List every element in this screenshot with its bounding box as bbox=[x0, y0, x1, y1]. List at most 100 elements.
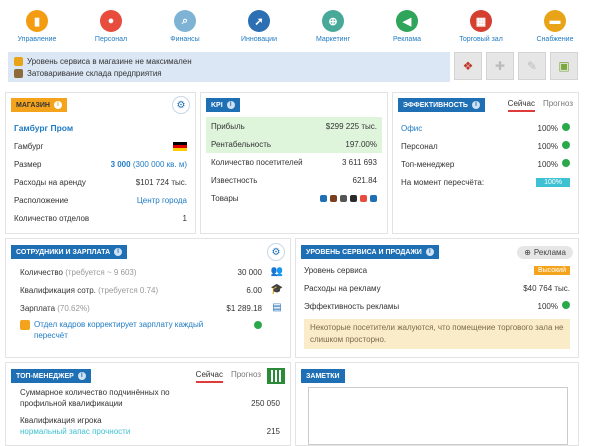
action-4-icon[interactable]: ▣ bbox=[550, 52, 578, 80]
size-value[interactable]: 3 000 bbox=[110, 159, 131, 169]
staff-eff-label: Персонал bbox=[401, 141, 438, 151]
subordinates-label: Суммарное количество подчинённых по проф… bbox=[20, 388, 170, 408]
nav-item-label: Маркетинг bbox=[315, 36, 351, 43]
salary-label: Зарплата bbox=[20, 303, 56, 313]
recalc-value: 100% bbox=[536, 177, 570, 187]
notice-service-level[interactable]: Уровень сервиса в магазине не максимален bbox=[14, 55, 444, 67]
product-icon[interactable] bbox=[320, 194, 327, 202]
notice-overstock-text[interactable]: Затоваривание склада предприятия bbox=[27, 68, 162, 78]
staff-eff-value: 100% bbox=[537, 142, 558, 151]
ad-efficiency-value: 100% bbox=[537, 302, 558, 311]
nav-item[interactable]: ▦ Торговый зал bbox=[444, 0, 518, 50]
action-1-icon[interactable]: ❖ bbox=[454, 52, 482, 80]
supply-icon: ▬ bbox=[544, 10, 566, 32]
departments-label: Количество отделов bbox=[14, 213, 90, 223]
status-ok-icon bbox=[562, 159, 570, 167]
hr-department-icon bbox=[20, 320, 30, 330]
profit-label: Прибыль bbox=[211, 121, 245, 131]
awareness-value: 621.84 bbox=[352, 175, 377, 185]
size-extra[interactable]: (300 000 кв. м) bbox=[132, 159, 187, 169]
nav-item[interactable]: ◀ Реклама bbox=[370, 0, 444, 50]
kpi-row-awareness: Известность 621.84 bbox=[206, 171, 382, 189]
service-panel: УРОВЕНЬ СЕРВИСА И ПРОДАЖИ i ⊕ Реклама Уров… bbox=[295, 238, 579, 358]
management-icon: ▮ bbox=[26, 10, 48, 32]
hr-note-text: Отдел кадров корректирует зарплату кажды… bbox=[34, 320, 204, 340]
staff-count-label: Количество bbox=[20, 267, 63, 277]
awareness-label: Известность bbox=[211, 175, 258, 185]
salary-value: $1 289.18 bbox=[226, 303, 262, 313]
player-qual-value: 215 bbox=[266, 427, 280, 436]
staff-people-icon[interactable]: 👥 bbox=[270, 265, 284, 277]
departments-value: 1 bbox=[182, 213, 187, 223]
info-icon[interactable]: i bbox=[425, 248, 434, 256]
advertising-icon: ◀ bbox=[396, 10, 418, 32]
action-2-icon[interactable]: ✚ bbox=[486, 52, 514, 80]
nav-item[interactable]: ➚ Инновации bbox=[222, 0, 296, 50]
info-icon[interactable]: i bbox=[471, 101, 480, 109]
settings-gear-icon[interactable]: ⚙ bbox=[172, 96, 190, 114]
notice-overstock[interactable]: Затоваривание склада предприятия bbox=[14, 67, 444, 79]
staff-count-value: 30 000 bbox=[237, 267, 262, 277]
shop-panel-title: МАГАЗИН i bbox=[11, 98, 67, 112]
nav-item-label: Персонал bbox=[94, 36, 128, 43]
office-value: 100% bbox=[537, 124, 558, 133]
ad-efficiency-label: Эффективность рекламы bbox=[304, 301, 400, 311]
info-icon[interactable]: i bbox=[114, 248, 123, 256]
info-icon[interactable]: i bbox=[226, 101, 235, 109]
office-link[interactable]: Офис bbox=[401, 123, 423, 133]
salary-percent: (70.62%) bbox=[57, 303, 90, 313]
tab-forecast[interactable]: Прогноз bbox=[542, 98, 573, 108]
notes-textarea[interactable] bbox=[308, 387, 568, 445]
info-icon[interactable]: i bbox=[77, 372, 86, 380]
product-icon[interactable] bbox=[350, 194, 357, 202]
salary-icon[interactable]: ▤ bbox=[272, 301, 282, 313]
calculator-icon[interactable] bbox=[267, 368, 285, 384]
nav-item[interactable]: ● Персонал bbox=[74, 0, 148, 50]
efficiency-panel: ЭФФЕКТИВНОСТЬ i Сейчас Прогноз Офис 100% П… bbox=[392, 92, 579, 234]
notice-service-level-text[interactable]: Уровень сервиса в магазине не максимален bbox=[27, 56, 192, 66]
recalc-label: На момент пересчёта: bbox=[401, 177, 485, 187]
nav-item[interactable]: ▬ Снабжение bbox=[518, 0, 592, 50]
ad-cost-label: Расходы на рекламу bbox=[304, 283, 381, 293]
kpi-row-profitability: Рентабельность 197.00% bbox=[206, 135, 382, 153]
settings-gear-icon[interactable]: ⚙ bbox=[267, 243, 285, 261]
kpi-panel-title: KPI i bbox=[206, 98, 240, 112]
training-icon[interactable]: 🎓 bbox=[270, 283, 284, 295]
shop-city: Гамбург bbox=[14, 141, 44, 151]
shop-name-link[interactable]: Гамбург Пром bbox=[14, 123, 74, 133]
nav-item[interactable]: ▮ Управление bbox=[0, 0, 74, 50]
nav-item[interactable]: ⊕ Маркетинг bbox=[296, 0, 370, 50]
service-level-badge: Высокий bbox=[533, 265, 570, 275]
location-label: Расположение bbox=[14, 195, 69, 205]
status-ok-icon bbox=[562, 123, 570, 131]
product-icon[interactable] bbox=[340, 194, 347, 202]
rent-value: $101 724 тыс. bbox=[135, 177, 187, 187]
tab-forecast[interactable]: Прогноз bbox=[230, 369, 261, 379]
top-manager-panel: ТОП-МЕНЕДЖЕР i Сейчас Прогноз Суммарное к… bbox=[5, 362, 291, 446]
tab-now[interactable]: Сейчас bbox=[195, 370, 223, 383]
action-3-icon[interactable]: ✎ bbox=[518, 52, 546, 80]
sales-floor-icon: ▦ bbox=[470, 10, 492, 32]
advertising-button[interactable]: ⊕ Реклама bbox=[517, 245, 573, 259]
nav-item[interactable]: ⌕ Финансы bbox=[148, 0, 222, 50]
profit-value: $299 225 тыс. bbox=[325, 121, 377, 131]
status-ok-icon bbox=[562, 141, 570, 149]
rent-label: Расходы на аренду bbox=[14, 177, 86, 187]
staff-qual-required: (требуется 0.74) bbox=[98, 285, 159, 295]
notes-panel-title: ЗАМЕТКИ bbox=[301, 369, 345, 383]
tab-now[interactable]: Сейчас bbox=[507, 99, 535, 112]
product-icon[interactable] bbox=[370, 194, 377, 202]
marketing-icon: ⊕ bbox=[322, 10, 344, 32]
top-manager-panel-title: ТОП-МЕНЕДЖЕР i bbox=[11, 369, 91, 383]
nav-item-label: Торговый зал bbox=[459, 36, 503, 43]
top-navigation: ▮ Управление ● Персонал ⌕ Финансы ➚ Инновации ⊕ М… bbox=[0, 0, 592, 50]
plus-icon: ⊕ bbox=[524, 247, 531, 257]
info-icon[interactable]: i bbox=[53, 101, 62, 109]
product-icon[interactable] bbox=[360, 194, 367, 202]
notes-panel: ЗАМЕТКИ bbox=[295, 362, 579, 446]
kpi-row-visitors: Количество посетителей 3 611 693 bbox=[206, 153, 382, 171]
staff-panel: СОТРУДНИКИ И ЗАРПЛАТА i ⚙ Количество (тре… bbox=[5, 238, 291, 358]
product-icon[interactable] bbox=[330, 194, 337, 202]
location-link[interactable]: Центр города bbox=[136, 195, 187, 205]
staff-icon: ● bbox=[100, 10, 122, 32]
